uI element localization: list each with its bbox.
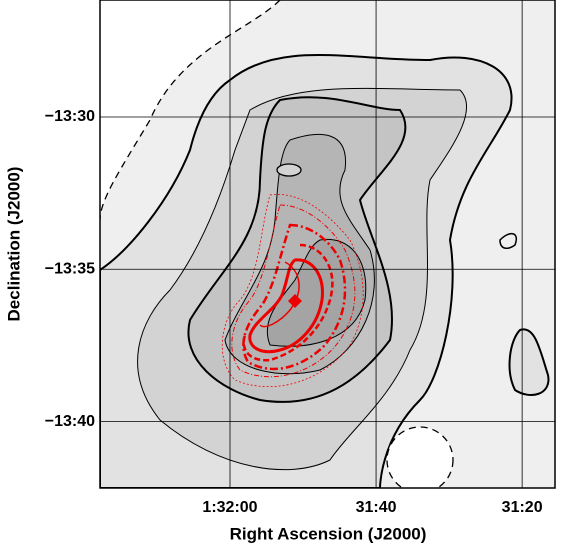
- contour-map: [100, 0, 555, 488]
- x-tick-label: 1:32:00: [202, 499, 257, 516]
- y-tick-label: −13:40: [45, 413, 95, 430]
- grid: [100, 0, 555, 488]
- x-tick-label: 31:40: [356, 499, 397, 516]
- x-tick-label: 31:20: [502, 499, 543, 516]
- y-axis-label: Declination (J2000): [4, 167, 23, 322]
- y-tick-label: −13:30: [45, 108, 95, 125]
- y-tick-label: −13:35: [45, 260, 95, 277]
- plot-frame: [99, 0, 556, 489]
- source-marker: [288, 294, 302, 308]
- red-contours: [221, 193, 364, 387]
- x-axis-label: Right Ascension (J2000): [230, 524, 427, 543]
